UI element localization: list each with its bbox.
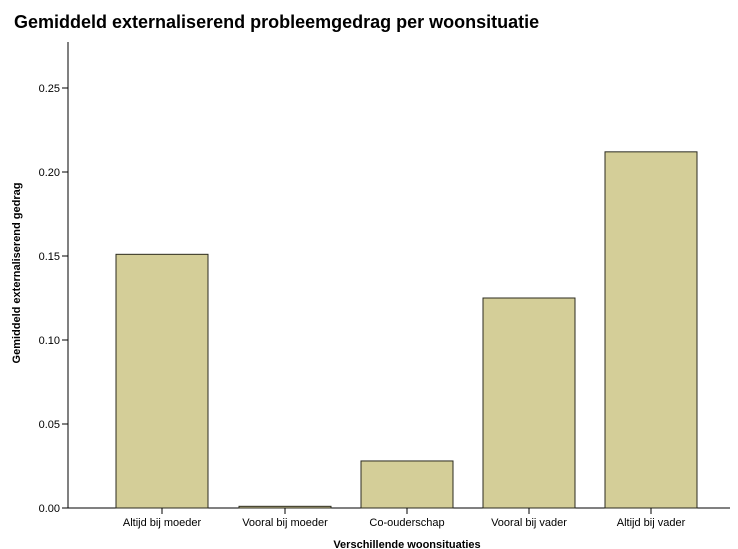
bar	[360, 460, 454, 509]
y-tick-label: 0.05	[39, 419, 60, 431]
x-axis-title: Verschillende woonsituaties	[333, 539, 480, 549]
y-axis-title: Gemiddeld externaliserend gedrag	[11, 183, 23, 364]
x-tick-label: Co-ouderschap	[369, 517, 444, 529]
bar	[604, 151, 698, 509]
chart-title: Gemiddeld externaliserend probleemgedrag…	[14, 12, 539, 32]
x-tick-label: Vooral bij moeder	[242, 517, 328, 529]
y-tick-label: 0.15	[39, 251, 60, 263]
y-tick-label: 0.25	[39, 83, 60, 95]
y-tick-label: 0.20	[39, 167, 60, 179]
y-axis-ticks: 0.00 0.05 0.10 0.15 0.20 0.25	[39, 83, 68, 515]
x-tick-label: Altijd bij moeder	[123, 517, 202, 529]
bar	[482, 297, 576, 509]
y-tick-label: 0.10	[39, 335, 60, 347]
x-tick-label: Altijd bij vader	[617, 517, 686, 529]
x-tick-label: Vooral bij vader	[491, 517, 567, 529]
x-axis-ticks: Altijd bij moeder Vooral bij moeder Co-oud…	[123, 508, 686, 529]
bar	[238, 505, 332, 509]
plot-area: 0.00 0.05 0.10 0.15 0.20 0.25 Altijd bij moed…	[39, 42, 730, 529]
bar	[115, 253, 209, 509]
y-tick-label: 0.00	[39, 503, 60, 515]
bars-group	[115, 151, 698, 509]
